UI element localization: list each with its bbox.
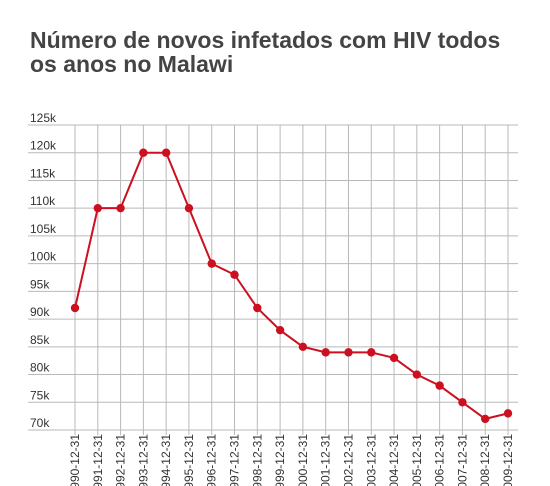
- y-axis-tick-labels: 70k 75k 80k 85k 90k 95k 100k 105k 110k 115k 120k 12…: [30, 111, 57, 430]
- y-tick-label: 85k: [30, 333, 50, 347]
- data-point: [230, 270, 239, 279]
- x-tick-label: 2007-12-31: [455, 434, 469, 486]
- x-tick-label: 1997-12-31: [228, 434, 242, 486]
- x-tick-label: 2006-12-31: [433, 434, 447, 486]
- x-tick-label: 2000-12-31: [296, 434, 310, 486]
- chart-title: Número de novos infetados com HIV todos …: [30, 27, 501, 77]
- x-axis-tick-labels: 1990-12-31 1991-12-31 1992-12-31 1993-12-31…: [68, 434, 515, 486]
- data-point: [116, 203, 125, 213]
- data-point: [207, 259, 216, 268]
- y-tick-label: 95k: [30, 277, 50, 291]
- y-tick-label: 115k: [30, 166, 56, 180]
- data-point: [481, 414, 490, 424]
- data-point: [298, 342, 308, 352]
- data-point: [275, 325, 285, 335]
- x-tick-label: 1996-12-31: [205, 434, 219, 486]
- data-point: [161, 148, 171, 157]
- data-point: [139, 148, 148, 157]
- x-tick-label: 1994-12-31: [159, 434, 173, 486]
- y-tick-label: 80k: [30, 361, 50, 375]
- x-tick-label: 2008-12-31: [478, 434, 492, 486]
- y-tick-label: 100k: [30, 250, 57, 264]
- x-tick-label: 1992-12-31: [114, 434, 128, 486]
- data-point: [253, 303, 262, 313]
- data-point: [503, 409, 513, 418]
- data-points: [70, 148, 513, 424]
- data-point: [435, 381, 444, 390]
- x-tick-label: 2001-12-31: [319, 434, 333, 486]
- data-point: [70, 303, 80, 313]
- x-tick-label: 2005-12-31: [410, 434, 424, 486]
- x-tick-label: 2003-12-31: [364, 434, 378, 486]
- x-tick-label: 2009-12-31: [501, 434, 515, 486]
- x-tick-label: 2004-12-31: [387, 434, 401, 486]
- data-point: [412, 370, 422, 379]
- y-tick-label: 75k: [30, 388, 50, 402]
- data-point: [458, 398, 467, 407]
- y-tick-label: 120k: [30, 139, 57, 153]
- data-point: [184, 203, 194, 213]
- x-tick-label: 1995-12-31: [182, 434, 196, 486]
- x-tick-label: 2002-12-31: [341, 434, 355, 486]
- data-point: [344, 348, 353, 357]
- y-tick-label: 90k: [30, 305, 50, 319]
- x-tick-label: 1998-12-31: [250, 434, 264, 486]
- data-point: [389, 353, 399, 363]
- series-line: [74, 151, 509, 420]
- y-tick-label: 110k: [30, 194, 56, 208]
- data-point: [93, 203, 102, 213]
- x-tick-label: 1990-12-31: [68, 434, 82, 486]
- y-tick-label: 70k: [30, 416, 50, 430]
- y-tick-label: 125k: [30, 111, 57, 125]
- data-point: [367, 348, 376, 357]
- x-tick-label: 1993-12-31: [136, 434, 150, 486]
- x-tick-label: 1999-12-31: [273, 434, 287, 486]
- y-tick-label: 105k: [30, 222, 57, 236]
- x-tick-label: 1991-12-31: [91, 434, 105, 486]
- data-point: [321, 348, 330, 357]
- grid-lines: [28, 124, 518, 435]
